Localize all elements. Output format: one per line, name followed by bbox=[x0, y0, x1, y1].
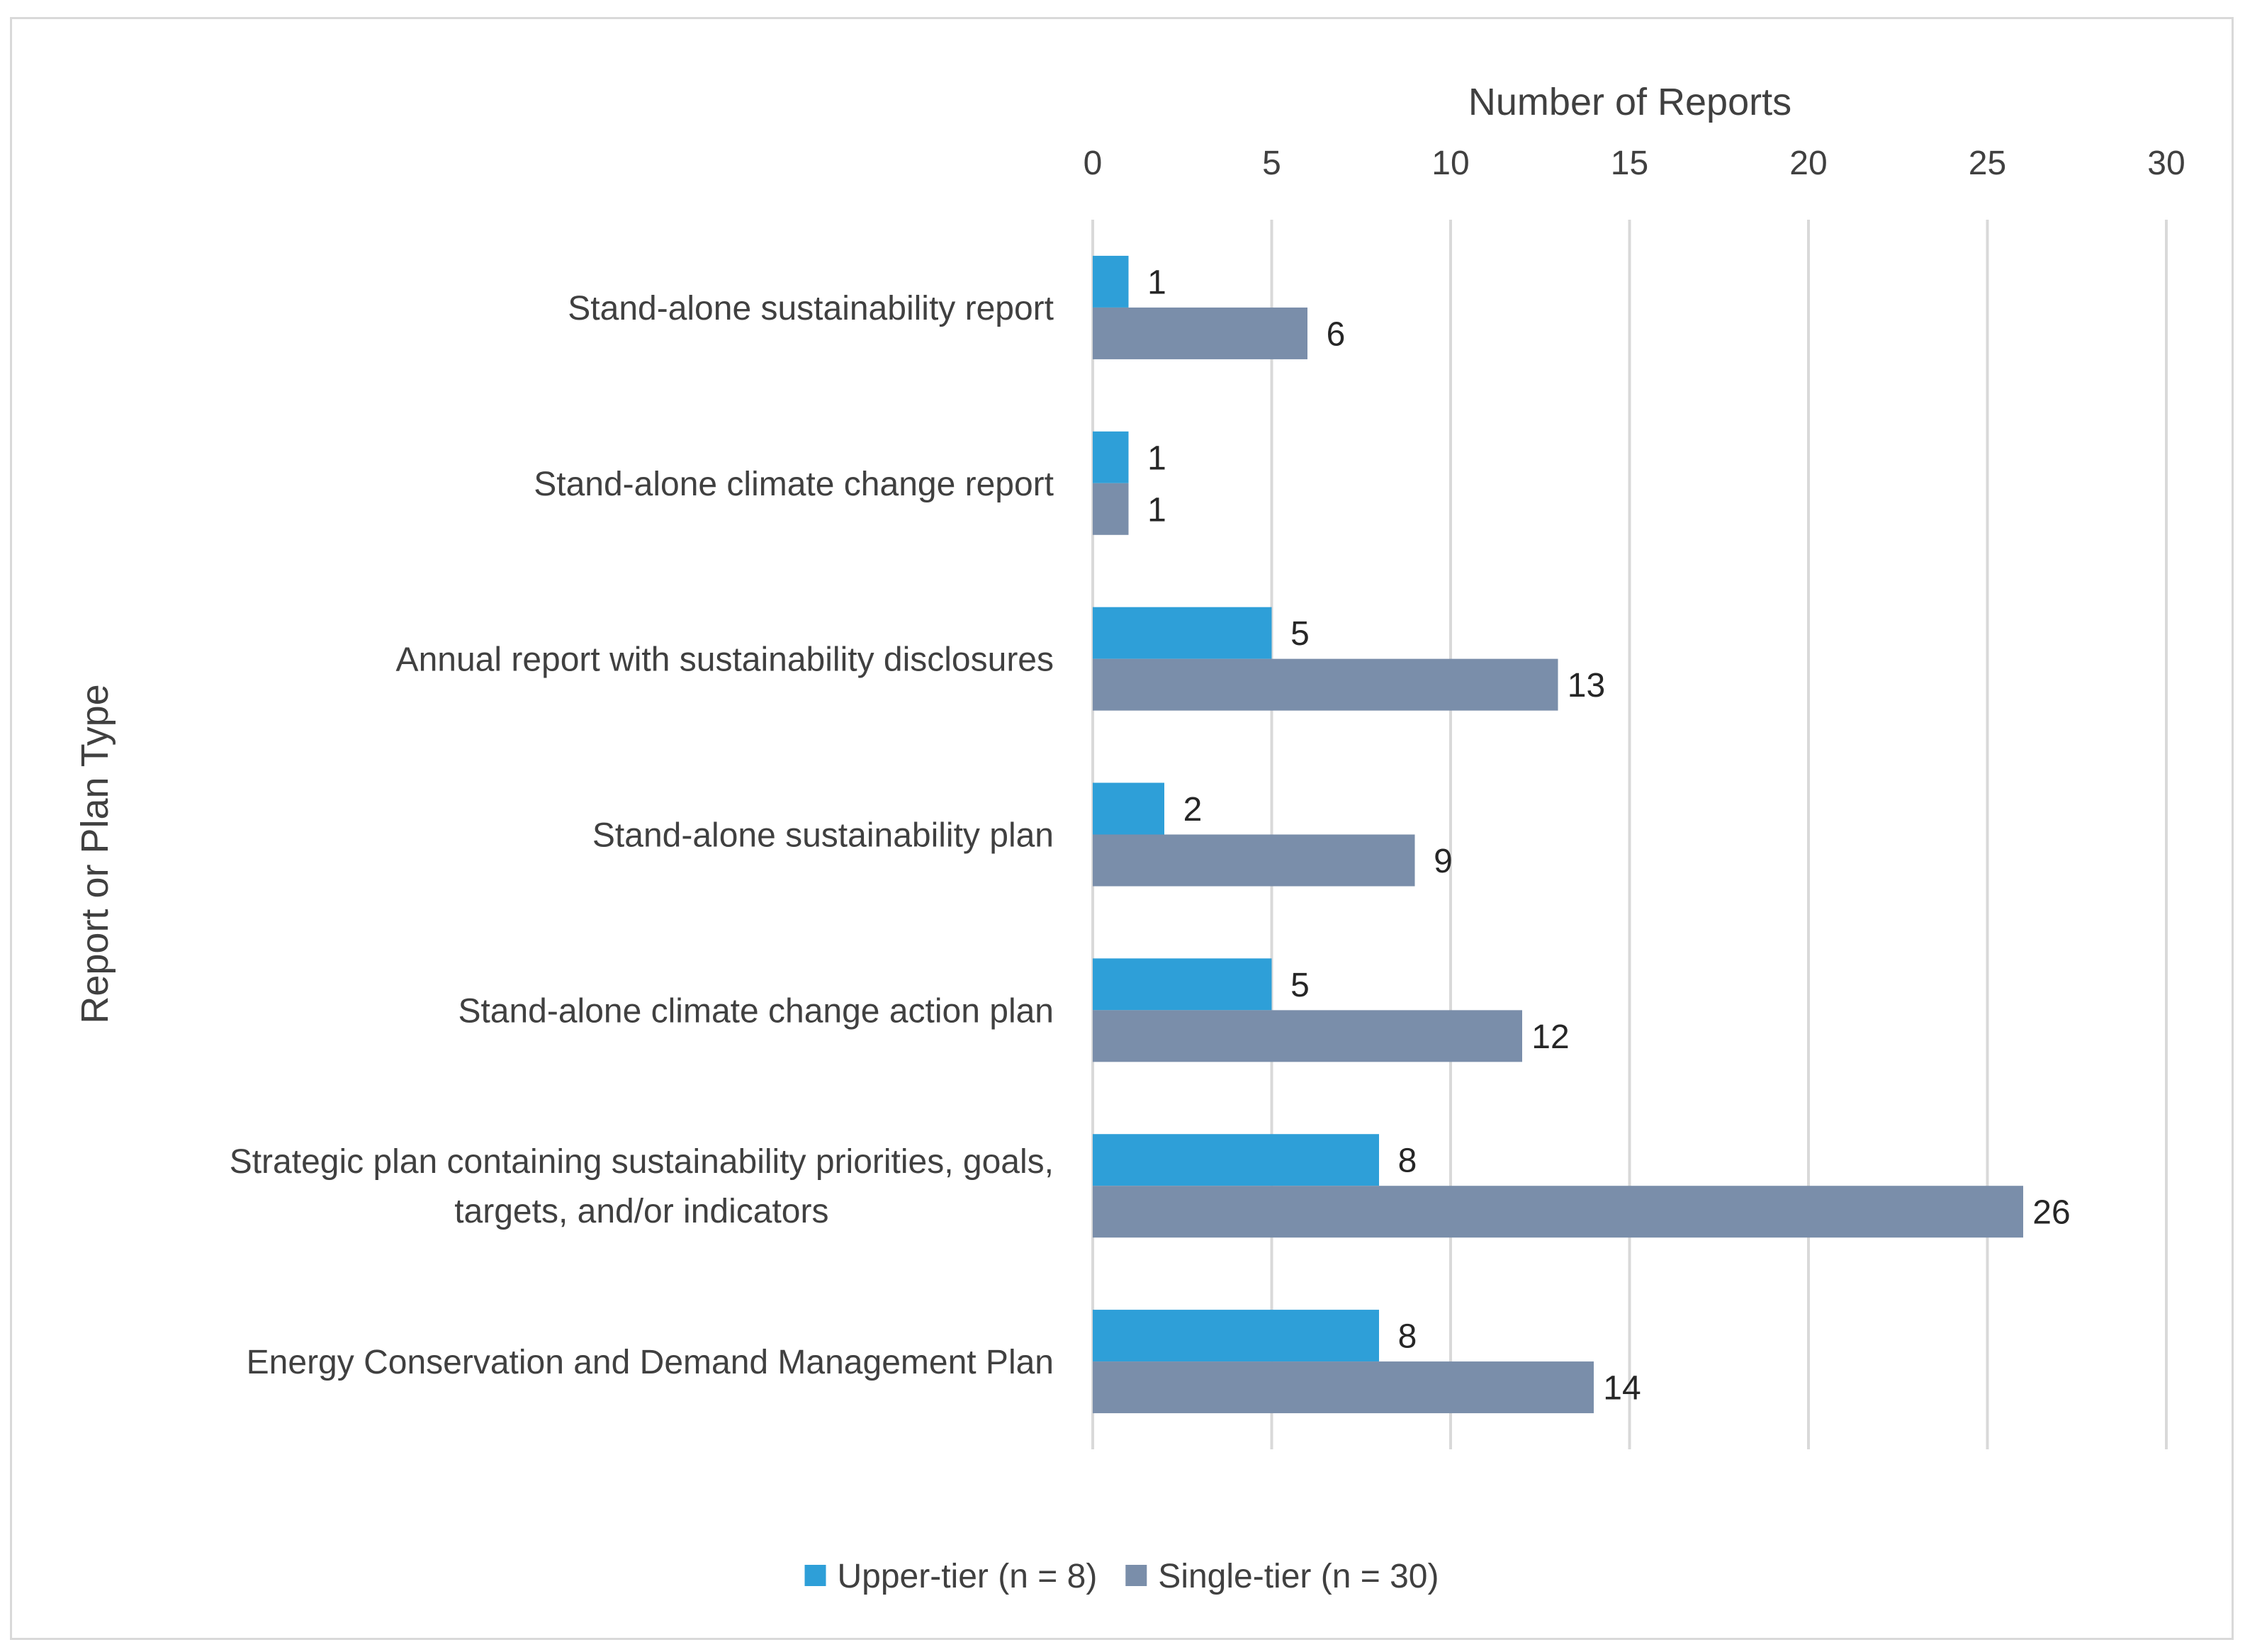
legend-swatch-upper-tier bbox=[804, 1565, 826, 1586]
category-label-5-line-1: Strategic plan containing sustainability… bbox=[230, 1143, 1054, 1181]
category-label-3: Stand-alone sustainability plan bbox=[592, 817, 1054, 855]
x-tick-label-5: 5 bbox=[1262, 145, 1281, 182]
category-label-2: Annual report with sustainability disclo… bbox=[396, 641, 1054, 679]
data-label-upper-tier-5: 8 bbox=[1398, 1142, 1417, 1180]
data-label-upper-tier-4: 5 bbox=[1290, 967, 1310, 1004]
bar-single-tier-0 bbox=[1093, 307, 1307, 359]
bar-single-tier-1 bbox=[1093, 483, 1129, 535]
bars bbox=[1093, 255, 2023, 1414]
x-tick-label-0: 0 bbox=[1084, 145, 1103, 182]
data-label-single-tier-4: 12 bbox=[1531, 1018, 1569, 1056]
legend-label-upper-tier: Upper-tier (n = 8) bbox=[838, 1558, 1098, 1595]
data-label-single-tier-6: 14 bbox=[1603, 1370, 1641, 1407]
bar-upper-tier-0 bbox=[1093, 255, 1129, 308]
legend: Upper-tier (n = 8) Single-tier (n = 30) bbox=[804, 1558, 1439, 1595]
data-label-upper-tier-3: 2 bbox=[1183, 791, 1203, 828]
bar-upper-tier-4 bbox=[1093, 958, 1272, 1011]
category-label-4: Stand-alone climate change action plan bbox=[458, 992, 1054, 1030]
legend-swatch-single-tier bbox=[1125, 1565, 1147, 1586]
category-labels: Stand-alone sustainability report Stand-a… bbox=[230, 290, 1054, 1381]
data-label-upper-tier-6: 8 bbox=[1398, 1318, 1417, 1356]
data-label-single-tier-1: 1 bbox=[1147, 491, 1166, 529]
category-label-1: Stand-alone climate change report bbox=[534, 466, 1054, 503]
bar-upper-tier-5 bbox=[1093, 1134, 1379, 1186]
data-label-single-tier-0: 6 bbox=[1327, 315, 1346, 353]
bar-upper-tier-6 bbox=[1093, 1310, 1379, 1362]
data-label-single-tier-2: 13 bbox=[1568, 667, 1605, 704]
legend-label-single-tier: Single-tier (n = 30) bbox=[1158, 1558, 1439, 1595]
data-label-single-tier-5: 26 bbox=[2032, 1194, 2070, 1232]
bar-single-tier-6 bbox=[1093, 1361, 1594, 1414]
gridlines bbox=[1091, 220, 2168, 1449]
bar-single-tier-5 bbox=[1093, 1186, 2023, 1238]
bar-upper-tier-2 bbox=[1093, 607, 1272, 659]
data-label-upper-tier-0: 1 bbox=[1147, 264, 1166, 301]
data-label-single-tier-3: 9 bbox=[1434, 843, 1453, 880]
category-label-6: Energy Conservation and Demand Managemen… bbox=[247, 1344, 1054, 1381]
y-axis-title: Report or Plan Type bbox=[74, 684, 116, 1023]
x-tick-label-10: 10 bbox=[1431, 145, 1469, 182]
category-label-5-line-2: targets, and/or indicators bbox=[454, 1193, 828, 1230]
category-label-0: Stand-alone sustainability report bbox=[568, 290, 1054, 327]
x-axis-title: Number of Reports bbox=[1468, 81, 1791, 123]
data-label-upper-tier-2: 5 bbox=[1290, 615, 1310, 653]
bar-single-tier-2 bbox=[1093, 658, 1558, 711]
bar-upper-tier-3 bbox=[1093, 782, 1164, 835]
x-tick-label-15: 15 bbox=[1611, 145, 1648, 182]
bar-single-tier-3 bbox=[1093, 834, 1415, 887]
x-tick-label-25: 25 bbox=[1969, 145, 2006, 182]
x-tick-label-30: 30 bbox=[2147, 145, 2185, 182]
bar-single-tier-4 bbox=[1093, 1010, 1522, 1062]
data-label-upper-tier-1: 1 bbox=[1147, 439, 1166, 477]
x-tick-label-20: 20 bbox=[1789, 145, 1827, 182]
bar-upper-tier-1 bbox=[1093, 431, 1129, 483]
x-tick-labels: 0 5 10 15 20 25 30 bbox=[1084, 145, 2185, 182]
